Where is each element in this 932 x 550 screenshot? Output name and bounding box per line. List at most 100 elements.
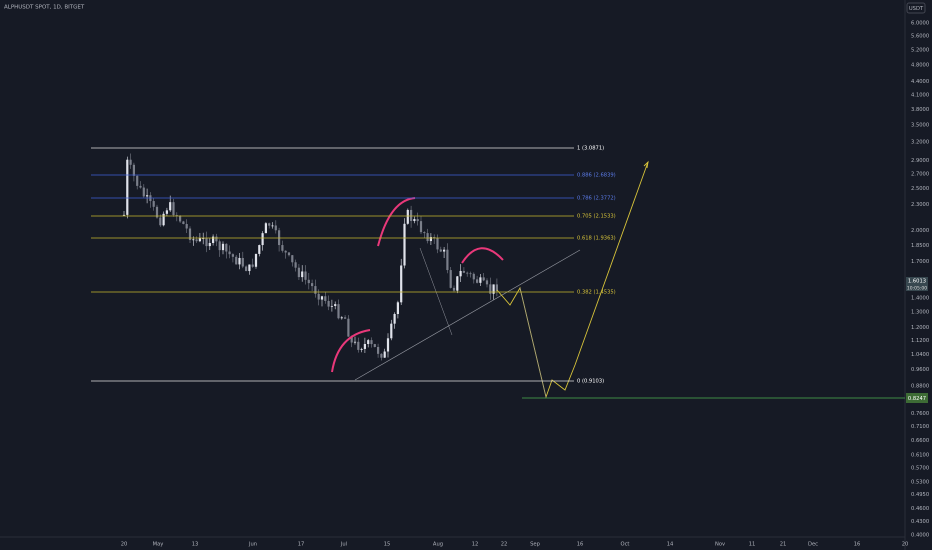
price-label: 2.7000 (911, 171, 929, 177)
time-label: 20 (121, 542, 128, 548)
time-label: 11 (749, 542, 756, 548)
candle-body (462, 270, 465, 273)
price-label: 6.0000 (911, 21, 929, 27)
candle-body (208, 242, 211, 247)
candle-body (344, 317, 347, 319)
candle-body (363, 344, 366, 349)
fib-label: 0.705 (2.1533) (577, 214, 616, 220)
price-label: 4.1000 (911, 92, 929, 98)
price-label: 0.6100 (911, 453, 929, 459)
price-label: 1.0400 (911, 352, 929, 358)
candle-body (472, 273, 475, 280)
candle-body (258, 245, 261, 254)
price-label: 2.0000 (911, 228, 929, 234)
candle-body (254, 253, 258, 267)
price-label: 0.8800 (911, 383, 929, 389)
price-label: 4.4000 (911, 79, 929, 85)
candle-body (413, 219, 416, 222)
time-label: Sep (530, 542, 540, 548)
current-price: 1.6013 (908, 279, 926, 285)
price-label: 1.4000 (911, 296, 929, 302)
candle-body (400, 265, 403, 303)
trendline (354, 249, 581, 381)
fib-label: 1 (3.0871) (577, 146, 604, 152)
time-label: 13 (192, 542, 199, 548)
time-label: 15 (384, 542, 391, 548)
candle-body (320, 296, 324, 300)
candle-body (159, 217, 162, 226)
candle-body (377, 346, 380, 354)
candle-body (185, 224, 188, 229)
candle-body (479, 277, 482, 283)
candle-body (264, 223, 267, 234)
candle-body (205, 238, 208, 247)
candle-body (179, 215, 182, 222)
candle-body (126, 159, 129, 215)
arrow-head (643, 160, 649, 169)
candle-body (416, 219, 419, 222)
candle-body (410, 209, 413, 222)
candle-body (218, 241, 221, 251)
candle-body (152, 201, 155, 207)
candle-body (245, 266, 248, 272)
price-label: 0.4300 (911, 519, 929, 525)
fib-label: 0.618 (1.9363) (577, 236, 616, 242)
time-label: 12 (472, 542, 479, 548)
candle-body (175, 215, 178, 216)
candle-body (274, 225, 277, 231)
price-label: 1.3000 (911, 310, 929, 316)
time-label: Oct (621, 542, 630, 548)
time-label: 22 (501, 542, 508, 548)
currency-box (906, 2, 926, 14)
candle-body (172, 202, 175, 216)
candle-body (301, 271, 304, 278)
drawing-line (419, 247, 453, 336)
candle-body (396, 302, 399, 315)
price-label: 4.8000 (911, 63, 929, 69)
candle-body (485, 280, 489, 285)
candle-body (139, 185, 142, 188)
price-label: 0.4950 (911, 492, 929, 498)
fib-label: 0 (0.9103) (577, 379, 604, 385)
candle-body (353, 341, 357, 343)
candle-body (136, 175, 139, 186)
price-label: 2.5000 (911, 186, 929, 192)
candle-body (221, 243, 225, 251)
candle-body (350, 336, 353, 343)
candle-body (357, 341, 360, 350)
candle-body (367, 340, 370, 345)
candle-body (327, 300, 330, 307)
candle-body (304, 271, 307, 280)
candle-body (188, 228, 192, 240)
price-label: 3.2000 (911, 139, 929, 145)
price-label: 1.8500 (911, 243, 929, 249)
price-label: 0.4600 (911, 506, 929, 512)
candle-body (429, 237, 432, 242)
price-label: 2.9000 (911, 158, 929, 164)
candle-body (330, 305, 333, 307)
time-label: Jun (248, 542, 257, 548)
candle-body (238, 257, 241, 265)
price-label: 3.5000 (911, 122, 929, 128)
candle-body (169, 202, 172, 211)
price-label: 0.4000 (911, 533, 929, 539)
candle-body (241, 257, 244, 267)
candle-body (380, 353, 383, 358)
price-label: 2.3000 (911, 202, 929, 208)
candle-body (142, 187, 145, 197)
candle-body (261, 233, 264, 246)
candle-body (340, 317, 343, 319)
currency[interactable]: USDT (909, 6, 924, 12)
candle-body (165, 210, 168, 214)
candle-body (314, 286, 317, 294)
candle-body (307, 279, 310, 284)
price-label: 0.5300 (911, 479, 929, 485)
price-label: 3.8000 (911, 107, 929, 113)
candle-body (393, 314, 396, 324)
candle-body (436, 238, 439, 250)
candle-body (334, 304, 337, 306)
time-label: 21 (780, 542, 787, 548)
candle-body (456, 276, 459, 291)
